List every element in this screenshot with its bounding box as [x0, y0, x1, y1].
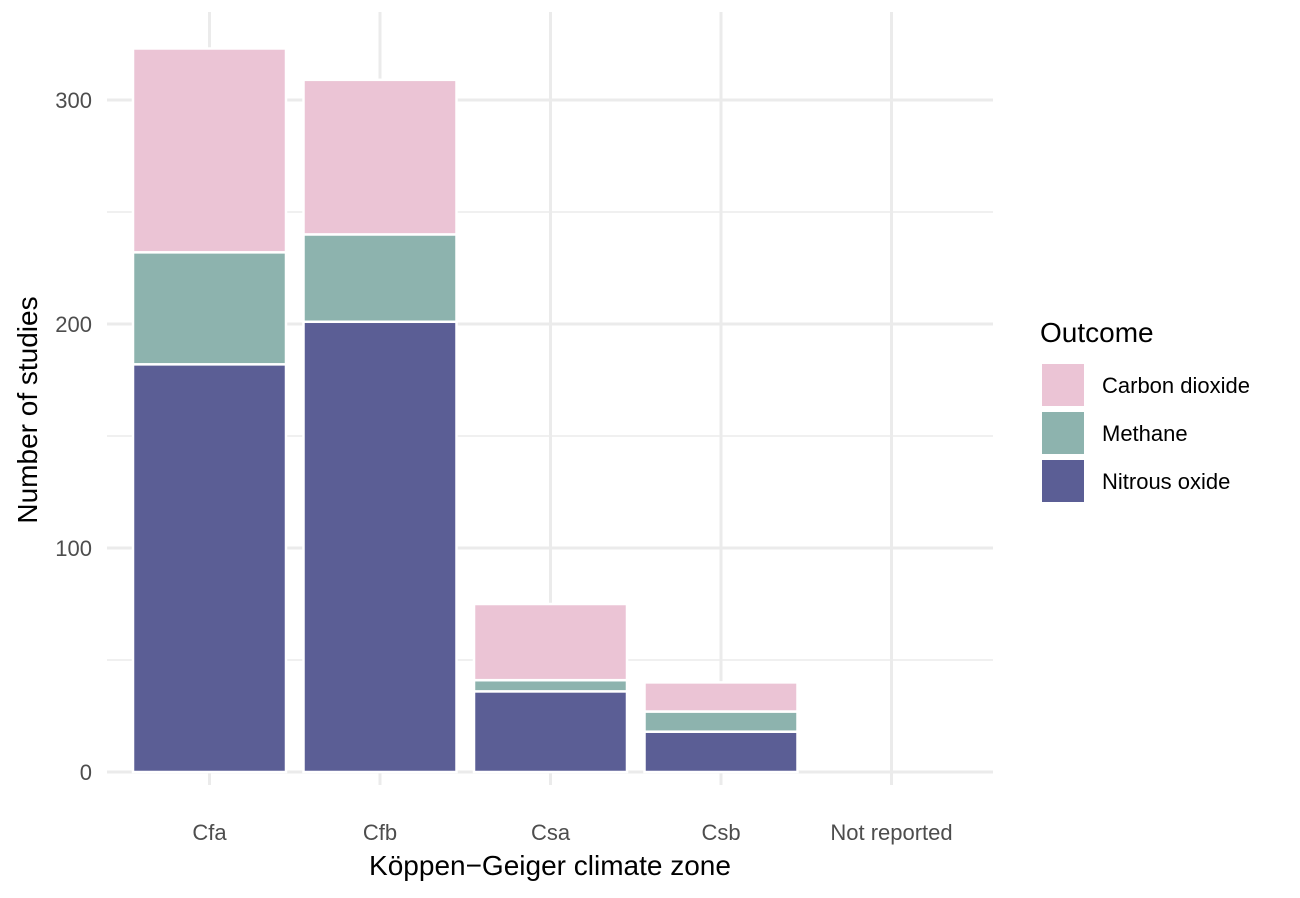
x-tick-label: Csa [531, 820, 571, 845]
legend-swatch [1042, 460, 1084, 502]
y-axis-ticks: 0 100 200 300 [55, 88, 92, 785]
bar-segment-methane [472, 678, 629, 693]
x-tick-label: Cfb [363, 820, 397, 845]
legend-label: Carbon dioxide [1102, 373, 1250, 398]
bar-segment-nitrous-oxide [302, 320, 458, 774]
x-tick-label: Cfa [192, 820, 227, 845]
legend-title: Outcome [1040, 317, 1154, 348]
y-tick-label: 0 [80, 760, 92, 785]
bars [131, 47, 799, 774]
legend-label: Nitrous oxide [1102, 469, 1230, 494]
x-axis-ticks: Cfa Cfb Csa Csb Not reported [192, 820, 952, 845]
legend-label: Methane [1102, 421, 1188, 446]
bar-segment-carbon-dioxide [302, 78, 458, 236]
y-tick-label: 200 [55, 312, 92, 337]
x-tick-label: Csb [701, 820, 740, 845]
bar-segment-carbon-dioxide [131, 47, 288, 254]
legend: Outcome Carbon dioxide Methane Nitrous oxi… [1040, 317, 1250, 502]
legend-swatch [1042, 364, 1084, 406]
bar-segment-methane [131, 251, 288, 366]
y-axis-title: Number of studies [12, 296, 43, 523]
bar-segment-nitrous-oxide [472, 690, 629, 774]
bar-segment-carbon-dioxide [472, 602, 629, 682]
bar-segment-nitrous-oxide [131, 363, 288, 774]
bar-segment-methane [302, 233, 458, 324]
bar-segment-methane [643, 710, 799, 733]
y-tick-label: 100 [55, 536, 92, 561]
bar-segment-carbon-dioxide [643, 681, 799, 713]
x-axis-title: Köppen−Geiger climate zone [369, 850, 731, 881]
bar-segment-nitrous-oxide [643, 730, 799, 774]
y-tick-label: 300 [55, 88, 92, 113]
legend-swatch [1042, 412, 1084, 454]
x-tick-label: Not reported [830, 820, 952, 845]
